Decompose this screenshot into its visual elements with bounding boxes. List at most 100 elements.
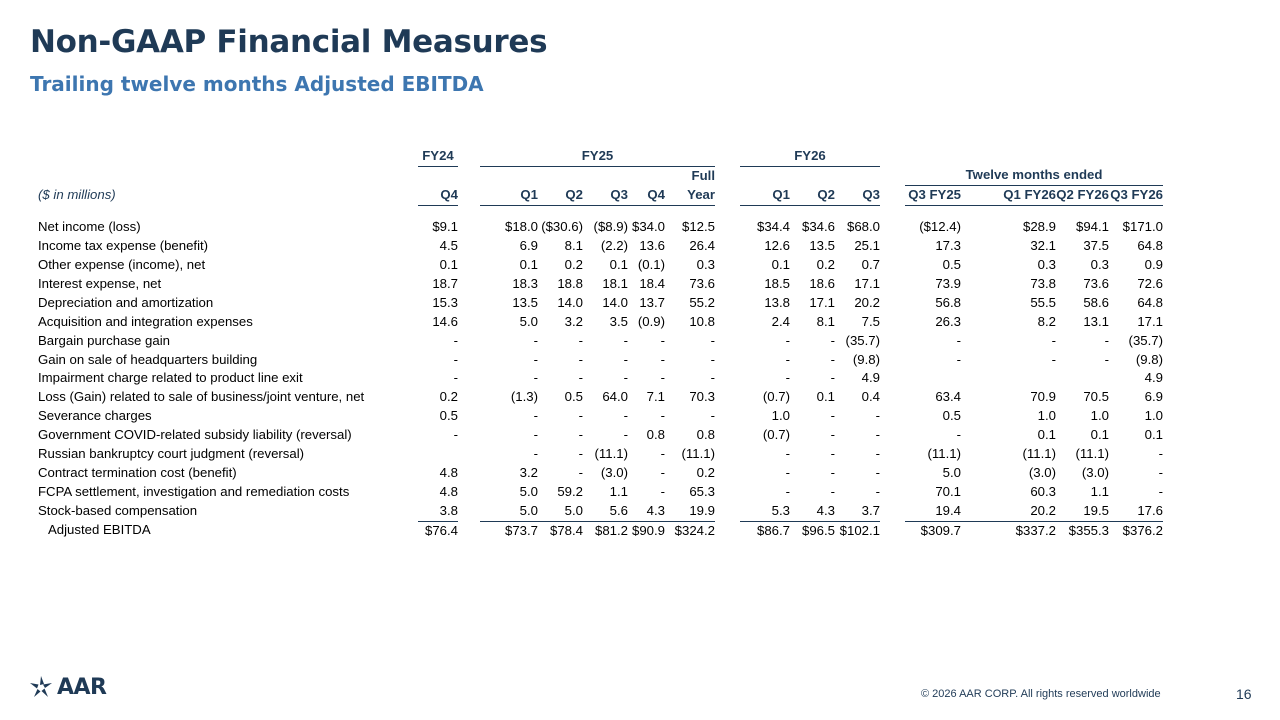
column-header: Q4 <box>628 185 665 207</box>
cell-value: 59.2 <box>557 483 583 499</box>
cell-value: 0.1 <box>439 257 458 273</box>
cell-value: (1.3) <box>510 389 538 405</box>
cell-value: (3.0) <box>600 465 628 480</box>
cell-value: - <box>830 427 835 443</box>
cell-value: - <box>533 370 538 386</box>
cell-value: - <box>830 465 835 480</box>
cell-value: 55.2 <box>689 294 715 310</box>
cell-value: 14.0 <box>557 294 583 310</box>
cell-value: 17.3 <box>935 238 961 254</box>
cell-value: (9.8) <box>1135 351 1163 367</box>
cell-value: - <box>533 427 538 443</box>
table-row: Contract termination cost (benefit) 4.8 3.… <box>36 464 1163 483</box>
cell-value: - <box>785 465 790 480</box>
cell-value: 4.8 <box>439 483 458 499</box>
row-label: Russian bankruptcy court judgment (rever… <box>38 446 305 462</box>
cell-value: 70.9 <box>1030 389 1056 405</box>
table-row: FCPA settlement, investigation and remed… <box>36 483 1163 502</box>
cell-value: 0.1 <box>1090 427 1109 443</box>
cell-value: 18.1 <box>602 275 628 291</box>
cell-value: 60.3 <box>1030 483 1056 499</box>
cell-value: - <box>533 408 538 424</box>
cell-value: (9.8) <box>852 351 880 367</box>
cell-value: - <box>578 332 583 348</box>
table-row: Severance charges 0.5 - - - - - 1.0 - - 0.5 1.0 1.0 1… <box>36 407 1163 426</box>
cell-value: 5.3 <box>771 502 790 518</box>
cell-value: - <box>785 483 790 499</box>
cell-value: 0.3 <box>1037 257 1056 273</box>
row-label: Loss (Gain) related to sale of business/… <box>38 389 365 405</box>
cell-value: - <box>830 408 835 424</box>
cell-value: 64.0 <box>602 389 628 405</box>
cell-value: 1.1 <box>1090 483 1109 499</box>
cell-value: - <box>710 408 715 424</box>
cell-value: 4.3 <box>646 502 665 518</box>
row-label: FCPA settlement, investigation and remed… <box>38 483 350 499</box>
cell-value: 14.6 <box>432 313 458 329</box>
cell-value: 19.4 <box>935 502 961 518</box>
cell-value: 3.2 <box>564 313 583 329</box>
cell-value: $68.0 <box>846 219 880 235</box>
cell-value: - <box>623 370 628 386</box>
cell-value: 1.1 <box>609 483 628 499</box>
row-label: Depreciation and amortization <box>38 294 214 310</box>
cell-value: 18.5 <box>764 275 790 291</box>
cell-value: - <box>623 351 628 367</box>
cell-value: 0.1 <box>816 389 835 405</box>
cell-value: 0.1 <box>519 257 538 273</box>
cell-value: - <box>710 351 715 367</box>
cell-value: 25.1 <box>854 238 880 254</box>
cell-value: 64.8 <box>1137 294 1163 310</box>
cell-value: (0.1) <box>637 257 665 273</box>
cell-value: 4.9 <box>1144 370 1163 386</box>
cell-value: 5.0 <box>564 502 583 518</box>
cell-value: - <box>1104 351 1109 367</box>
cell-value: ($12.4) <box>919 219 961 235</box>
cell-value: - <box>785 446 790 462</box>
cell-value: 0.2 <box>696 465 715 480</box>
cell-value: 0.5 <box>942 408 961 424</box>
cell-value: 0.4 <box>861 389 880 405</box>
cell-value: - <box>710 332 715 348</box>
cell-value: 1.0 <box>1144 408 1163 424</box>
cell-value: ($30.6) <box>541 219 583 235</box>
cell-value: 3.2 <box>519 465 538 480</box>
row-label: Impairment charge related to product lin… <box>38 370 303 386</box>
cell-value: 58.6 <box>1083 294 1109 310</box>
cell-value: (3.0) <box>1028 465 1056 480</box>
cell-value: 73.9 <box>935 275 961 291</box>
table-row: Net income (loss) $9.1 $18.0 ($30.6) ($8.9) $… <box>36 218 1163 237</box>
cell-value: (35.7) <box>845 332 880 348</box>
column-header: Q2 <box>538 185 583 207</box>
column-header: Q3 FY25 <box>905 185 961 207</box>
cell-value: - <box>453 427 458 443</box>
copyright-footer: © 2026 AAR CORP. All rights reserved wor… <box>921 688 1161 700</box>
cell-value: (3.0) <box>1081 465 1109 480</box>
cell-value: - <box>623 332 628 348</box>
cell-value: $102.1 <box>835 520 880 541</box>
cell-value: 5.0 <box>519 483 538 499</box>
cell-value: $94.1 <box>1075 219 1109 235</box>
cell-value: 5.0 <box>519 313 538 329</box>
full-year-top-label: Full <box>691 167 715 183</box>
cell-value: 13.5 <box>512 294 538 310</box>
cell-value: 5.0 <box>942 465 961 480</box>
table-row: Stock-based compensation 3.8 5.0 5.0 5.6 4.3 1… <box>36 502 1163 521</box>
table-row: Impairment charge related to product lin… <box>36 369 1163 388</box>
cell-value <box>1056 369 1109 388</box>
cell-value: - <box>1051 351 1056 367</box>
cell-value: 18.7 <box>432 275 458 291</box>
cell-value: - <box>660 483 665 499</box>
cell-value: 65.3 <box>689 483 715 499</box>
cell-value: 0.2 <box>564 257 583 273</box>
column-header: Q3 <box>583 185 628 207</box>
adjusted-ebitda-table: FY24 FY25 FY26 Full Twelve months ended … <box>36 147 1163 541</box>
row-label: Net income (loss) <box>38 219 141 235</box>
cell-value: (0.9) <box>637 313 665 329</box>
aar-logo-icon <box>30 676 52 697</box>
cell-value: (0.7) <box>762 427 790 443</box>
cell-value: 0.8 <box>696 427 715 443</box>
cell-value: 20.2 <box>1030 502 1056 518</box>
cell-value: 64.8 <box>1137 238 1163 254</box>
column-header: Q3 FY26 <box>1109 185 1163 207</box>
